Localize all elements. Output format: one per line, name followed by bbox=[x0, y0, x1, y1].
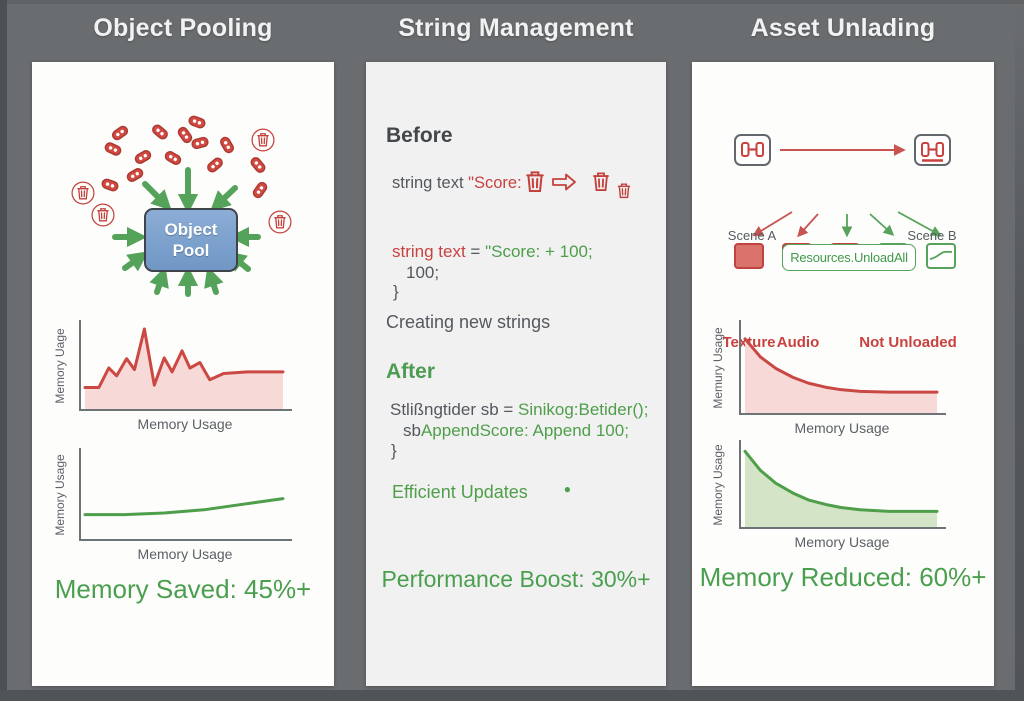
svg-text:Memory Usage: Memory Usage bbox=[795, 420, 890, 436]
arrow-icon bbox=[142, 181, 172, 211]
scene-icon bbox=[734, 134, 771, 166]
code2-line3: } bbox=[391, 441, 397, 460]
pill-icon bbox=[134, 150, 152, 164]
object-pooling-panel: Object Pool Memory Uage Memory Usage Memo… bbox=[32, 62, 334, 686]
code2-line2: sbAppendScore: Append 100; bbox=[403, 421, 629, 441]
arrow-right-icon bbox=[552, 173, 576, 191]
pill-icon bbox=[188, 115, 206, 129]
arrow-icon bbox=[869, 213, 895, 236]
svg-text:Memory Usage: Memory Usage bbox=[795, 534, 890, 550]
memory-saved-label: Memory Saved: 45%+ bbox=[54, 574, 312, 604]
svg-text:Memory Usage: Memory Usage bbox=[712, 444, 725, 526]
code2-append: AppendScore: Append 100; bbox=[420, 421, 629, 440]
arrow-icon bbox=[204, 266, 224, 295]
not-unloaded-label: Not Unloaded bbox=[859, 334, 957, 351]
object-pool-label-line2: Pool bbox=[172, 241, 210, 260]
memory-usage-chart-decay-green: Memory Usage Memory Usage bbox=[712, 438, 950, 554]
scene-b-label: Scene B bbox=[907, 228, 957, 243]
object-pool-box: Object Pool bbox=[144, 208, 238, 272]
resources-unloadall-box: Resources.UnloadAll bbox=[782, 244, 916, 271]
pill-icon bbox=[111, 125, 129, 141]
trash-icon bbox=[593, 172, 609, 192]
arrow-icon bbox=[797, 213, 819, 238]
performance-boost-label: Performance Boost: 30%+ bbox=[381, 566, 651, 592]
trash-icon bbox=[268, 210, 292, 234]
trash-icon bbox=[91, 203, 115, 227]
string-management-panel: Before string text "Score: string text =… bbox=[366, 62, 666, 686]
dumbbell-icon bbox=[921, 142, 944, 157]
pill-icon bbox=[250, 157, 266, 173]
asset-unloading-panel: Scene A Scene B Resources.UnloadAll Text… bbox=[692, 62, 994, 686]
code1-line3: } bbox=[393, 282, 399, 301]
pill-icon bbox=[152, 124, 168, 140]
column-title-asset-unloading: Asset Unlading bbox=[750, 14, 936, 42]
dumbbell-icon bbox=[741, 142, 764, 157]
code1-line1: string text = "Score: + 100; bbox=[392, 242, 593, 262]
before-code-red: "Score: bbox=[468, 174, 522, 192]
creating-new-strings-label: Creating new strings bbox=[386, 312, 551, 332]
texture-square-icon bbox=[734, 243, 764, 269]
svg-text:Memory Usage: Memory Usage bbox=[138, 546, 233, 562]
trash-icon bbox=[71, 181, 95, 205]
object-pool-label-line1: Object bbox=[164, 219, 218, 239]
scene-a-label: Scene A bbox=[727, 228, 777, 243]
scene-icon bbox=[914, 134, 951, 166]
svg-text:Memory Usage: Memory Usage bbox=[54, 454, 67, 536]
pill-icon bbox=[126, 168, 144, 182]
trash-icon bbox=[526, 171, 544, 193]
trash-arrow-icons bbox=[526, 171, 631, 199]
trash-icon bbox=[251, 128, 275, 152]
column-title-string-management: String Management bbox=[398, 14, 634, 42]
code1-string: "Score: + 100; bbox=[485, 242, 593, 261]
pill-icon bbox=[252, 181, 268, 199]
pill-icon bbox=[207, 157, 223, 173]
arrow-icon bbox=[122, 251, 149, 272]
code2-sb: sb bbox=[403, 421, 421, 440]
pill-icon bbox=[220, 136, 234, 154]
arrow-icon bbox=[210, 185, 238, 212]
object-pool-diagram bbox=[71, 115, 292, 297]
left-border bbox=[0, 0, 7, 701]
bottom-border bbox=[0, 690, 1024, 701]
pill-icon bbox=[191, 136, 209, 150]
right-border bbox=[1015, 0, 1024, 701]
code2-line1: Stlißngtider sb = Sinikog:Betider(); bbox=[390, 400, 648, 420]
pill-icon bbox=[177, 126, 193, 144]
after-heading: After bbox=[386, 360, 436, 383]
svg-text:Memury Usage: Memury Usage bbox=[712, 327, 725, 409]
resources-unloadall-label: Resources.UnloadAll bbox=[790, 250, 908, 265]
svg-text:Memory Uage: Memory Uage bbox=[54, 328, 67, 404]
audio-label: Audio bbox=[776, 334, 820, 351]
top-border bbox=[0, 0, 1024, 4]
code1-equals: = bbox=[465, 242, 486, 261]
code2-declaration: Stlißngtider sb = bbox=[390, 400, 519, 419]
code1-keyword: string text bbox=[392, 242, 466, 261]
pill-icon bbox=[104, 142, 122, 156]
svg-text:Memory Usage: Memory Usage bbox=[138, 416, 233, 432]
column-title-object-pooling: Object Pooling bbox=[93, 14, 273, 42]
pill-icon bbox=[101, 178, 119, 192]
memory-usage-chart-spiky-red: Memory Uage Memory Usage bbox=[54, 318, 296, 436]
memory-reduced-label: Memory Reduced: 60%+ bbox=[699, 562, 987, 592]
curve-square-icon bbox=[926, 243, 956, 269]
pill-icon bbox=[164, 151, 182, 165]
before-code-plain: string text bbox=[392, 174, 469, 192]
code1-line2: 100; bbox=[406, 263, 440, 282]
code2-constructor: Sinikog:Betider(); bbox=[518, 400, 649, 419]
efficient-updates-text: Efficient Updates bbox=[392, 482, 528, 502]
trash-icon bbox=[617, 183, 631, 199]
arrow-icon bbox=[752, 211, 793, 237]
efficient-updates-label: Efficient Updates ● bbox=[392, 482, 571, 503]
memory-usage-chart-decay-red: Memury Usage Memory Usage bbox=[712, 318, 950, 440]
memory-usage-chart-flat-green: Memory Usage Memory Usage bbox=[54, 446, 296, 566]
arrow-icon bbox=[897, 211, 942, 237]
arrow-icon bbox=[149, 266, 169, 295]
before-code-line: string text "Score: bbox=[392, 174, 522, 193]
bullet-dot: ● bbox=[563, 482, 571, 496]
before-heading: Before bbox=[386, 124, 453, 147]
